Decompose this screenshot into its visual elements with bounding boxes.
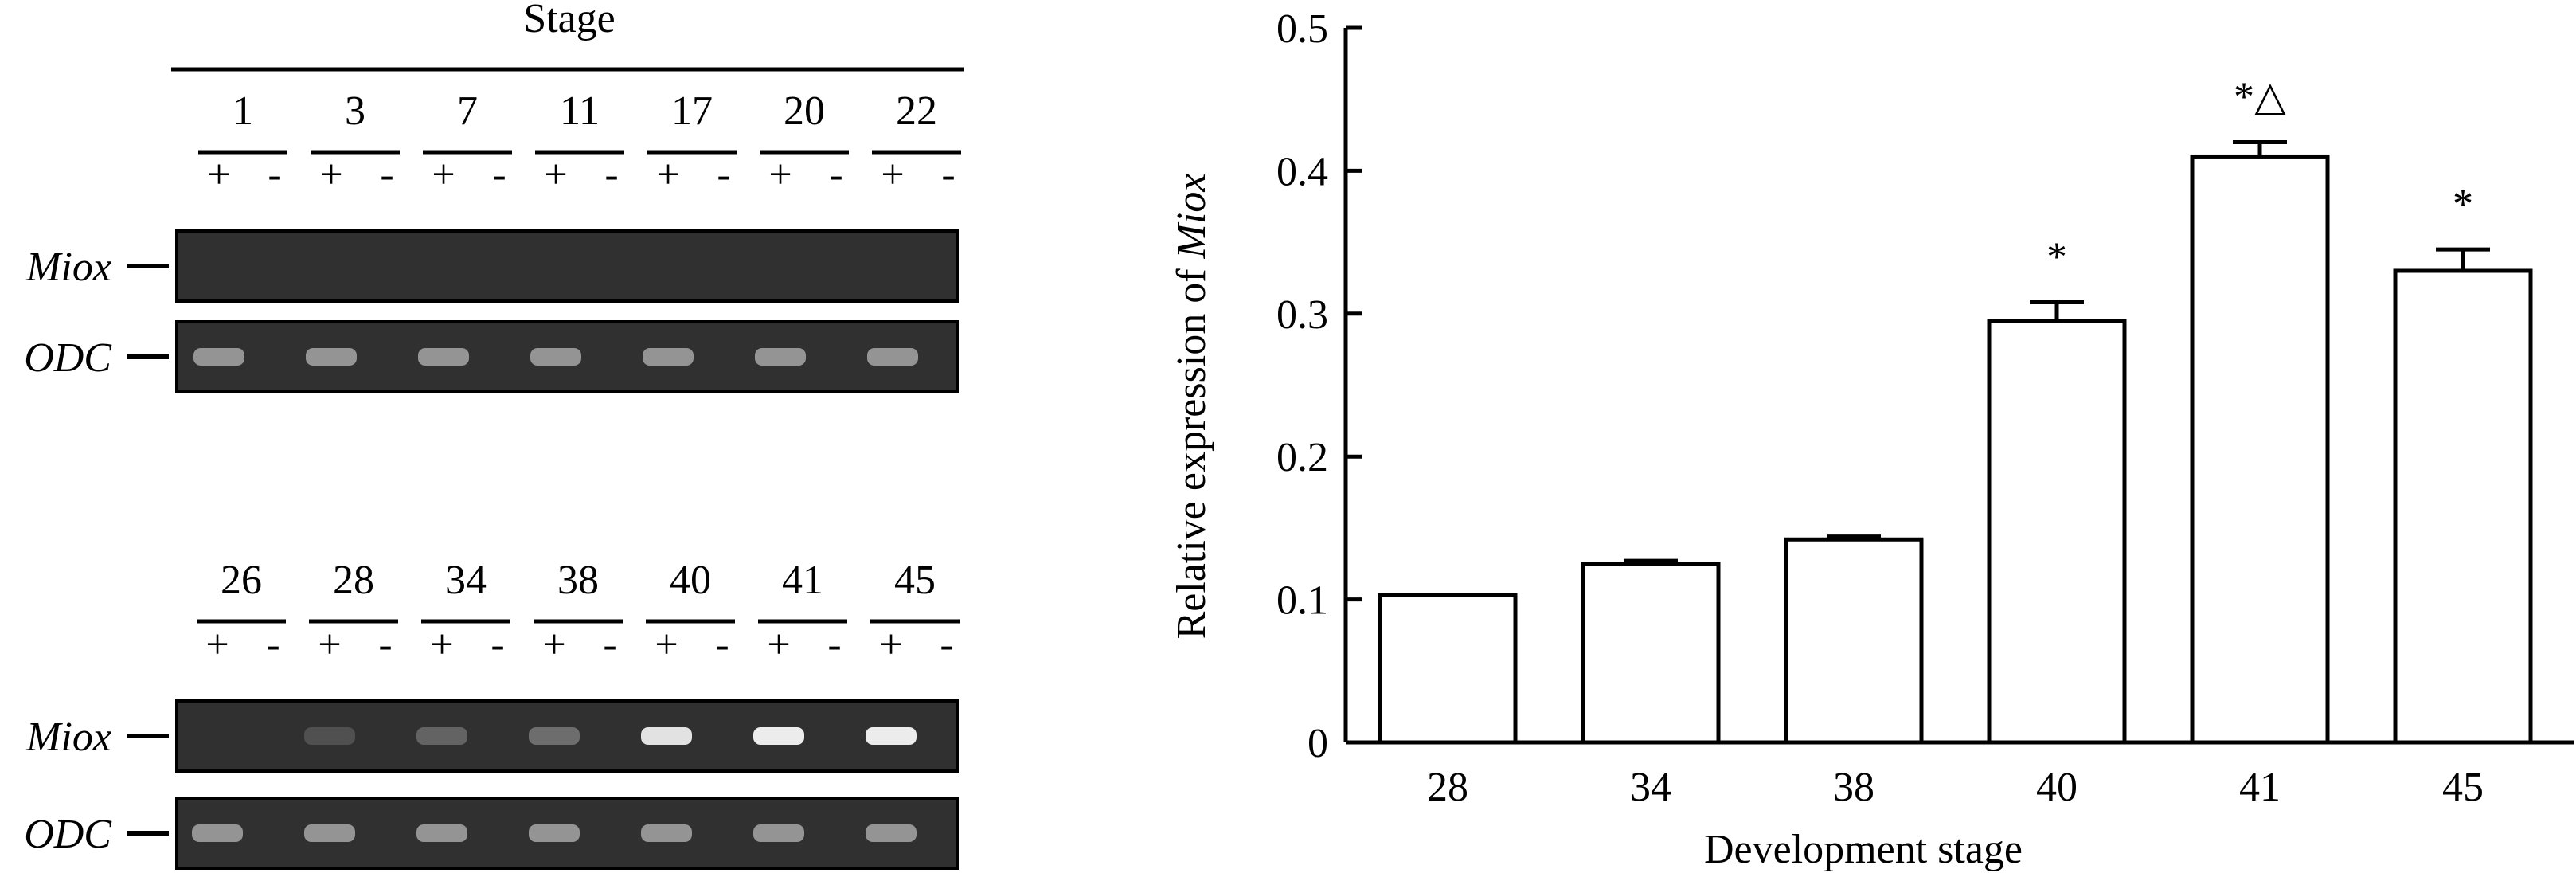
x-tick-label: 40 xyxy=(2036,765,2078,810)
lane-sign-plus: + xyxy=(655,622,678,667)
stage-label: 38 xyxy=(557,558,599,603)
lane-sign-plus: + xyxy=(768,152,792,198)
gel-band xyxy=(530,348,581,366)
stage-label: 11 xyxy=(560,88,600,134)
lane-sign-minus: - xyxy=(941,152,955,198)
gel-band xyxy=(304,824,355,842)
lane-sign-plus: + xyxy=(879,622,902,667)
lane-sign-plus: + xyxy=(432,152,455,198)
stage-label: 17 xyxy=(671,88,713,134)
lane-sign-plus: + xyxy=(881,152,904,198)
y-axis-label: Relative expression of Miox xyxy=(1169,174,1214,640)
gel-band xyxy=(641,727,692,745)
lane-sign-plus: + xyxy=(430,622,453,667)
gel-band xyxy=(529,727,580,745)
lane-sign-minus: - xyxy=(268,152,281,198)
stage-label: 45 xyxy=(894,558,936,603)
gel-band xyxy=(192,824,243,842)
y-tick-label: 0.3 xyxy=(1276,292,1328,338)
x-tick-label: 38 xyxy=(1833,765,1874,810)
stage-label: 22 xyxy=(896,88,937,134)
gel-band xyxy=(529,824,580,842)
stage-label: 41 xyxy=(782,558,823,603)
x-tick-label: 41 xyxy=(2239,765,2281,810)
bar xyxy=(1784,537,1924,745)
lane-sign-minus: - xyxy=(378,622,392,667)
bar xyxy=(2190,154,2330,745)
gel-band xyxy=(755,348,806,366)
lane-sign-minus: - xyxy=(717,152,730,198)
stage-label: 20 xyxy=(784,88,825,134)
lane-sign-minus: - xyxy=(380,152,393,198)
bar xyxy=(1581,562,1721,745)
gel-strip xyxy=(175,229,959,303)
gel-band xyxy=(193,348,244,366)
gel-band xyxy=(866,824,917,842)
lane-sign-plus: + xyxy=(656,152,679,198)
lane-sign-minus: - xyxy=(827,622,841,667)
stage-label: 1 xyxy=(233,88,253,134)
gel-band xyxy=(304,727,355,745)
gel-band xyxy=(416,824,467,842)
lane-sign-minus: - xyxy=(491,622,504,667)
gel-band xyxy=(416,727,467,745)
stage-label: 7 xyxy=(457,88,478,134)
significance-mark: * xyxy=(2453,182,2473,227)
y-tick-label: 0.4 xyxy=(1276,149,1328,194)
stage-label: 34 xyxy=(445,558,487,603)
x-axis-label: Development stage xyxy=(1704,827,2023,872)
stage-title: Stage xyxy=(523,0,616,41)
gel-band xyxy=(306,348,357,366)
lane-sign-minus: - xyxy=(715,622,729,667)
gel-band xyxy=(867,348,918,366)
gel-band xyxy=(753,727,804,745)
lane-sign-plus: + xyxy=(207,152,230,198)
x-tick-label: 28 xyxy=(1427,765,1468,810)
lane-sign-minus: - xyxy=(492,152,506,198)
lane-sign-plus: + xyxy=(205,622,229,667)
lane-sign-minus: - xyxy=(603,622,616,667)
gel-band xyxy=(753,824,804,842)
gel-band xyxy=(641,824,692,842)
y-tick-label: 0.5 xyxy=(1276,6,1328,52)
lane-sign-plus: + xyxy=(767,622,790,667)
stage-label: 3 xyxy=(345,88,365,134)
gel-band xyxy=(643,348,694,366)
lane-sign-minus: - xyxy=(940,622,953,667)
significance-mark: *△ xyxy=(2234,75,2286,120)
lane-sign-minus: - xyxy=(604,152,618,198)
y-tick-label: 0 xyxy=(1308,721,1328,766)
x-tick-label: 34 xyxy=(1630,765,1671,810)
bar xyxy=(2393,268,2533,745)
gel-row-label: ODC xyxy=(24,335,112,381)
gel-row-label: Miox xyxy=(25,714,111,760)
lane-sign-minus: - xyxy=(266,622,279,667)
gel-panel-area: Stage 1+ -3+ -7+ -11+ -17+ -20+ -22+ -MioxODC26… xyxy=(24,0,964,870)
bar xyxy=(1987,319,2127,745)
gel-row-label: Miox xyxy=(25,245,111,290)
x-tick-label: 45 xyxy=(2442,765,2484,810)
lane-sign-plus: + xyxy=(319,152,342,198)
lane-sign-plus: + xyxy=(318,622,341,667)
stage-label: 26 xyxy=(221,558,262,603)
bar xyxy=(1378,593,1518,745)
stage-label: 40 xyxy=(670,558,711,603)
gel-row-label: ODC xyxy=(24,812,112,857)
stage-label: 28 xyxy=(333,558,374,603)
lane-sign-minus: - xyxy=(829,152,842,198)
gel-band xyxy=(418,348,469,366)
y-tick-label: 0.2 xyxy=(1276,435,1328,480)
significance-mark: * xyxy=(2046,234,2067,280)
y-tick-label: 0.1 xyxy=(1276,578,1328,624)
lane-sign-plus: + xyxy=(542,622,565,667)
bar-chart: Relative expression of Miox Development … xyxy=(1169,6,2574,872)
gel-band xyxy=(866,727,917,745)
lane-sign-plus: + xyxy=(544,152,567,198)
